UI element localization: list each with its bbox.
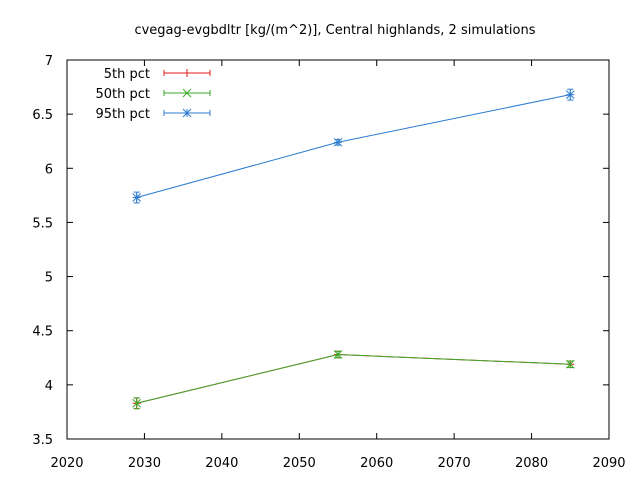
y-tick-label: 5.5 [32,216,53,231]
x-tick-label: 2050 [283,456,316,471]
y-tick-label: 4.5 [32,325,53,340]
y-tick-label: 5 [45,271,53,286]
legend-label: 50th pct [95,87,150,102]
x-tick-label: 2080 [515,456,548,471]
x-tick-label: 2090 [592,456,625,471]
legend: 5th pct 50th pct 95th pct [95,67,211,122]
y-tick-label: 6 [45,162,53,177]
x-tick-label: 2060 [360,456,393,471]
y-tick-label: 4 [45,379,53,394]
axis-ticks: 2020 2030 2040 2050 2060 2070 2080 2090 3.5 4 4.5 5… [32,54,625,471]
data-point [333,137,343,147]
x-tick-label: 2040 [205,456,238,471]
data-point [132,193,142,202]
legend-label: 95th pct [95,107,150,122]
y-tick-label: 6.5 [32,108,53,123]
legend-marker [183,69,191,77]
y-tick-label: 7 [45,54,53,69]
data-point [565,90,575,100]
series-line [136,94,571,199]
chart-title: cvegag-evgbdltr [kg/(m^2)], Central high… [134,23,535,38]
legend-label: 5th pct [104,67,150,82]
x-tick-label: 2020 [50,456,83,471]
data-point [565,359,575,369]
plot-frame [66,59,610,440]
legend-marker [182,88,192,98]
x-tick-label: 2070 [438,456,471,471]
x-tick-label: 2030 [128,456,161,471]
series-layer [132,88,575,410]
series-line [136,354,571,404]
y-tick-label: 3.5 [32,433,53,448]
legend-marker [182,108,192,118]
data-point [333,350,343,359]
data-point [132,398,142,408]
